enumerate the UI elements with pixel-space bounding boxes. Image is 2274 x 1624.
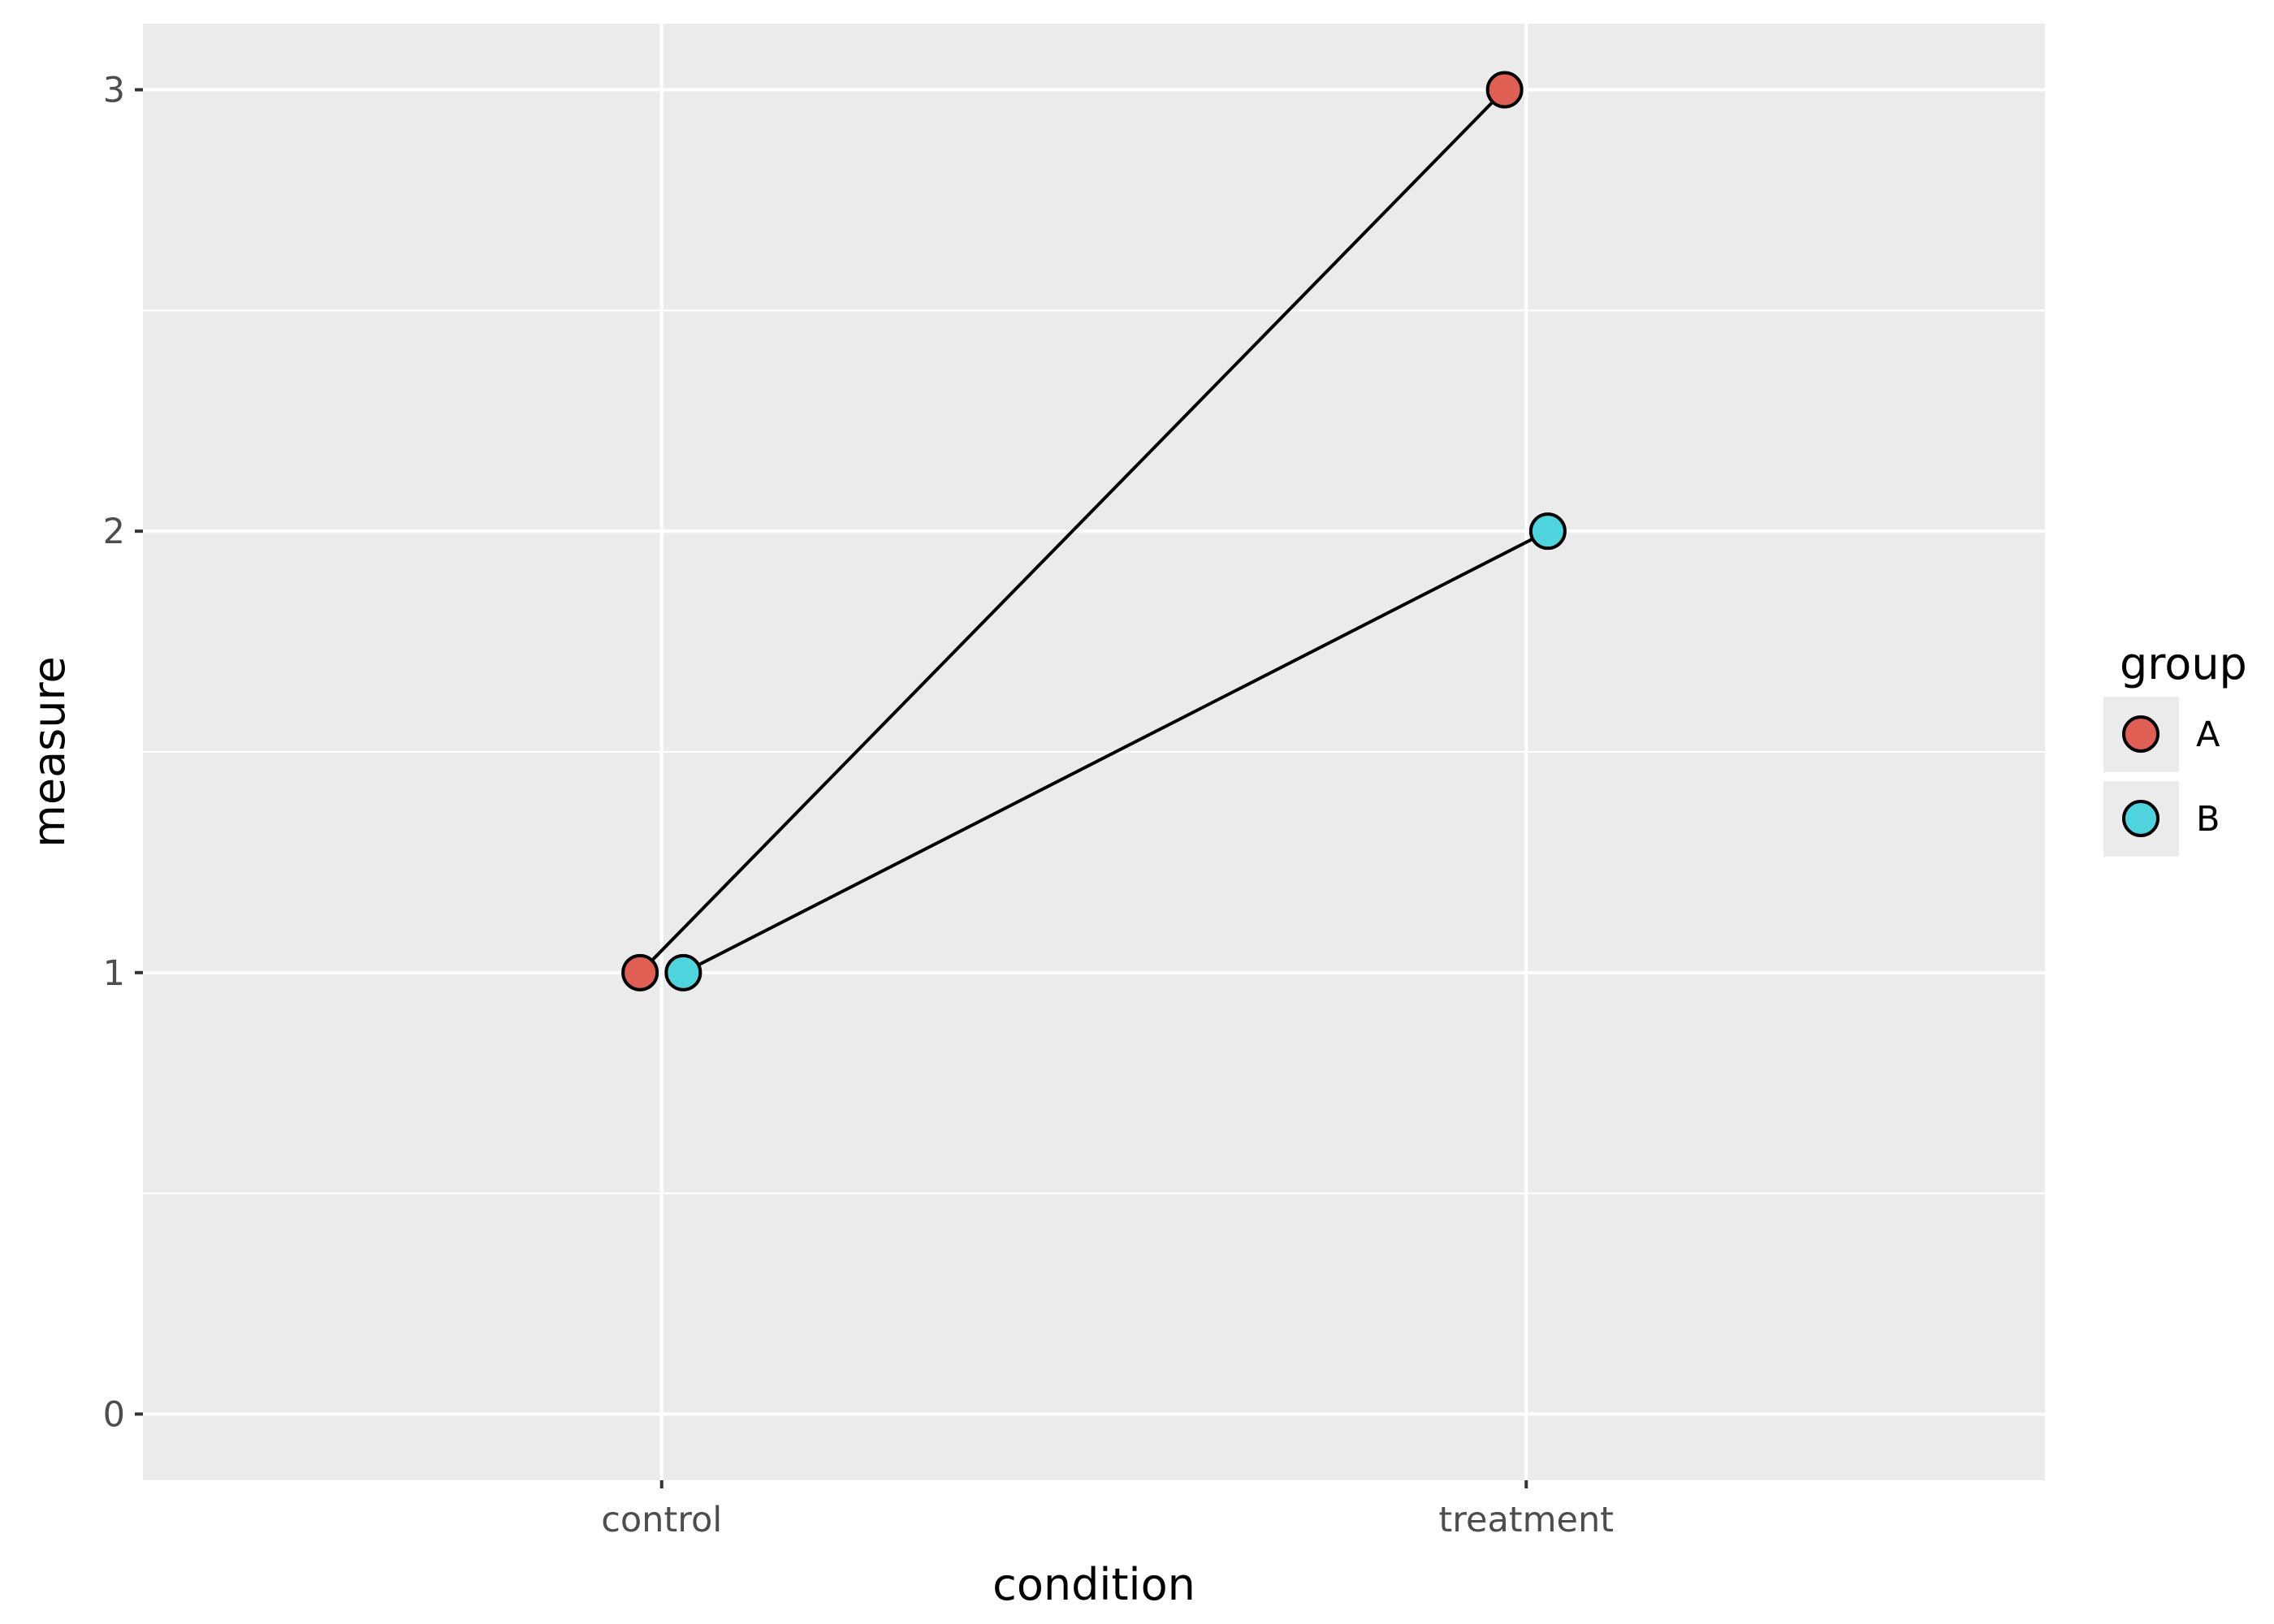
x-axis-title: condition [992, 1559, 1195, 1610]
y-axis-title: measure [24, 656, 75, 848]
data-point-b [1528, 512, 1567, 551]
connector-lines [638, 89, 1549, 974]
data-point-a [1485, 71, 1524, 109]
legend-swatch-b [2122, 800, 2159, 837]
minor-gridlines [143, 309, 2045, 1194]
series-line-b [682, 529, 1549, 974]
x-tick-label: treatment [1438, 1500, 1614, 1540]
y-tick-label: 0 [103, 1394, 125, 1435]
y-tick-label: 1 [103, 953, 125, 994]
major-gridlines [143, 24, 2045, 1480]
legend-swatch-a [2122, 715, 2159, 753]
legend: group A B [2103, 638, 2247, 857]
data-points [621, 71, 1567, 991]
series-line-a [638, 89, 1507, 974]
data-point-b [664, 953, 703, 991]
x-axis: control treatment [601, 1480, 1614, 1540]
y-tick-label: 2 [103, 512, 125, 552]
data-point-a [621, 953, 659, 991]
legend-label-b: B [2196, 799, 2220, 840]
legend-title: group [2120, 638, 2247, 689]
legend-label-a: A [2196, 715, 2220, 755]
x-tick-label: control [601, 1500, 722, 1540]
y-tick-label: 3 [103, 71, 125, 111]
y-axis: 0 1 2 3 [103, 71, 143, 1435]
